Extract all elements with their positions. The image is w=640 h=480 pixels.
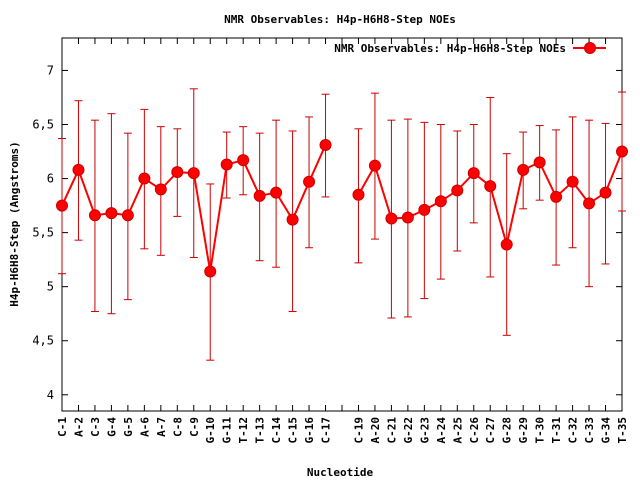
x-tick-label: A-25 bbox=[451, 417, 464, 444]
legend-label: NMR Observables: H4p-H6H8-Step NOEs bbox=[334, 42, 566, 55]
data-point bbox=[187, 167, 200, 180]
data-point bbox=[319, 139, 332, 152]
data-point bbox=[72, 163, 85, 176]
plot-frame bbox=[61, 37, 623, 412]
data-point bbox=[517, 163, 530, 176]
x-tick-label: A-2 bbox=[72, 417, 85, 437]
data-point bbox=[56, 199, 68, 212]
y-tick-label: 4,5 bbox=[32, 334, 54, 348]
data-point bbox=[401, 211, 414, 224]
x-tick-label: G-16 bbox=[303, 417, 316, 444]
y-tick-label: 6 bbox=[47, 172, 54, 186]
x-tick-label: C-27 bbox=[484, 417, 497, 444]
x-tick-label: A-7 bbox=[155, 417, 168, 437]
x-tick-label: A-20 bbox=[369, 417, 382, 444]
y-tick-label: 5,5 bbox=[32, 226, 54, 240]
x-tick-label: G-10 bbox=[204, 417, 217, 444]
x-tick-label: G-5 bbox=[122, 417, 135, 437]
data-point bbox=[599, 186, 612, 199]
data-point bbox=[237, 154, 250, 167]
x-tick-label: C-19 bbox=[352, 417, 365, 444]
data-point bbox=[204, 265, 217, 278]
data-point bbox=[583, 197, 596, 210]
legend: NMR Observables: H4p-H6H8-Step NOEs bbox=[334, 42, 606, 55]
data-point bbox=[138, 172, 151, 185]
chart-title: NMR Observables: H4p-H6H8-Step NOEs bbox=[224, 13, 456, 26]
data-point bbox=[616, 145, 628, 158]
x-tick-label: C-32 bbox=[567, 417, 580, 444]
data-point bbox=[105, 207, 118, 220]
y-tick-label: 5 bbox=[47, 280, 54, 294]
data-points bbox=[56, 139, 628, 278]
x-tick-label: G-22 bbox=[402, 417, 415, 444]
x-tick-label: G-11 bbox=[221, 417, 234, 444]
x-tick-label: C-15 bbox=[287, 417, 300, 444]
data-point bbox=[385, 212, 398, 225]
data-point bbox=[253, 189, 266, 202]
data-point bbox=[88, 209, 101, 222]
x-tick-label: T-35 bbox=[616, 417, 629, 444]
legend-marker bbox=[584, 42, 596, 54]
x-tick-label: G-29 bbox=[517, 417, 530, 444]
x-tick-label: C-9 bbox=[188, 417, 201, 437]
x-tick-label: C-21 bbox=[385, 417, 398, 444]
data-point bbox=[418, 203, 431, 216]
data-point bbox=[451, 184, 464, 197]
data-point bbox=[533, 156, 546, 169]
data-point bbox=[154, 183, 167, 196]
x-tick-label: C-3 bbox=[89, 417, 102, 437]
x-tick-label: G-4 bbox=[105, 417, 118, 437]
data-point bbox=[220, 158, 233, 171]
data-point bbox=[434, 195, 447, 208]
x-tick-label: A-6 bbox=[138, 417, 151, 437]
x-tick-label: C-17 bbox=[320, 417, 333, 444]
x-tick-label: C-1 bbox=[56, 417, 69, 437]
data-point bbox=[286, 213, 299, 226]
x-tick-label: A-24 bbox=[435, 417, 448, 444]
data-point bbox=[467, 167, 480, 180]
data-point bbox=[303, 175, 316, 188]
y-axis: 4 4,5 5 5,5 6 6,5 7 bbox=[32, 63, 622, 402]
data-point bbox=[270, 186, 283, 199]
x-axis: C-1 A-2 C-3 G-4 G-5 A-6 A-7 C-8 C-9 G-10 G-11 T-12 T… bbox=[56, 38, 629, 444]
data-point bbox=[500, 238, 513, 251]
x-tick-label: C-14 bbox=[270, 417, 283, 444]
y-tick-label: 6,5 bbox=[32, 117, 54, 131]
x-tick-label: G-34 bbox=[600, 417, 613, 444]
data-point bbox=[484, 180, 497, 193]
y-tick-label: 7 bbox=[47, 63, 54, 77]
x-tick-label: C-26 bbox=[468, 417, 481, 444]
x-tick-label: T-13 bbox=[254, 417, 267, 444]
y-tick-label: 4 bbox=[47, 388, 54, 402]
data-point bbox=[171, 166, 184, 179]
data-point bbox=[550, 190, 563, 203]
x-tick-label: C-33 bbox=[583, 417, 596, 444]
x-tick-label: G-23 bbox=[418, 417, 431, 444]
data-point bbox=[566, 175, 579, 188]
error-bars bbox=[58, 88, 626, 361]
y-axis-label: H4p-H6H8-Step (Angstroms) bbox=[8, 141, 21, 307]
x-axis-label: Nucleotide bbox=[307, 466, 374, 479]
x-tick-label: G-28 bbox=[501, 417, 514, 444]
data-point bbox=[352, 188, 365, 201]
x-tick-label: T-12 bbox=[237, 417, 250, 444]
x-tick-label: T-30 bbox=[534, 417, 547, 444]
data-point bbox=[121, 209, 134, 222]
data-point bbox=[368, 159, 381, 172]
x-tick-label: C-8 bbox=[171, 417, 184, 437]
x-tick-label: T-31 bbox=[550, 417, 563, 444]
